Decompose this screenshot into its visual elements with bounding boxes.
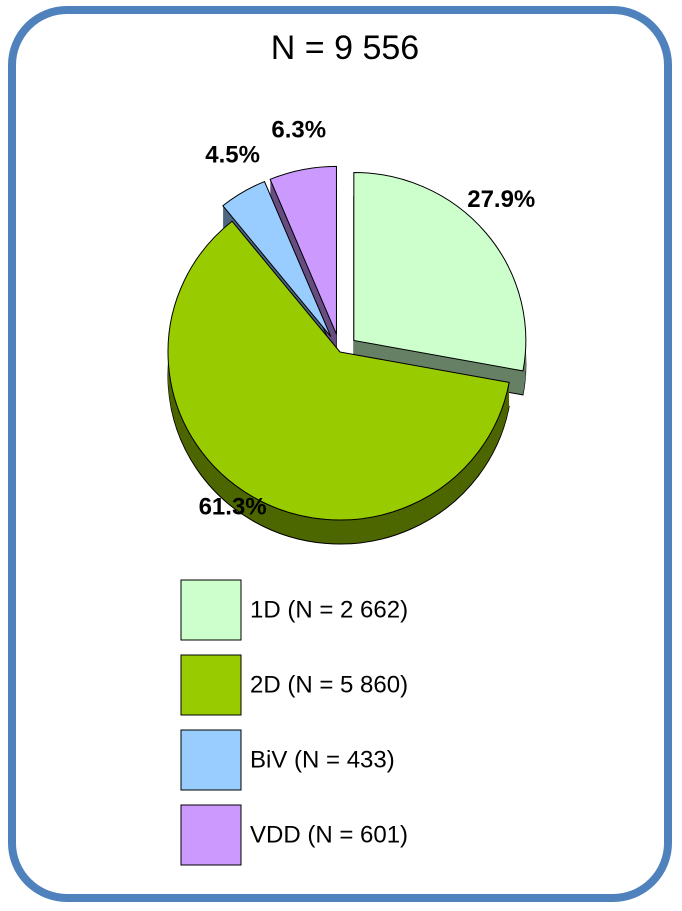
legend-swatch: [180, 654, 242, 716]
data-label: 6.3%: [271, 116, 326, 143]
legend-label: 1D (N = 2 662): [250, 596, 408, 623]
legend-label: VDD (N = 601): [250, 821, 408, 848]
slice: [353, 171, 527, 372]
data-label: 61.3%: [199, 493, 267, 520]
pie-tops: [167, 165, 527, 521]
slice: [269, 165, 337, 335]
slice: [222, 180, 332, 337]
legend-label: BiV (N = 433): [250, 746, 395, 773]
legend-swatch: [180, 729, 242, 791]
data-label: 27.9%: [467, 186, 535, 213]
chart-title: N = 9 556: [271, 29, 419, 67]
data-label: 4.5%: [205, 141, 260, 168]
legend-label: 2D (N = 5 860): [250, 671, 408, 698]
legend-swatch: [180, 804, 242, 866]
legend-swatch: [180, 579, 242, 641]
slice: [167, 220, 510, 521]
